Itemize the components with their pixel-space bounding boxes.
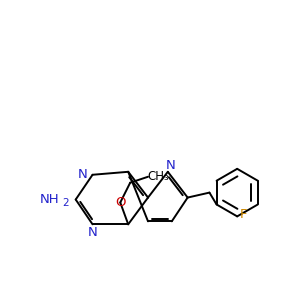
Text: F: F: [239, 208, 247, 221]
Text: NH: NH: [40, 193, 60, 206]
Text: 2: 2: [62, 199, 68, 208]
Text: N: N: [88, 226, 98, 239]
Text: CH₃: CH₃: [147, 170, 169, 183]
Text: O: O: [115, 196, 125, 209]
Text: N: N: [166, 159, 176, 172]
Text: N: N: [78, 168, 88, 181]
